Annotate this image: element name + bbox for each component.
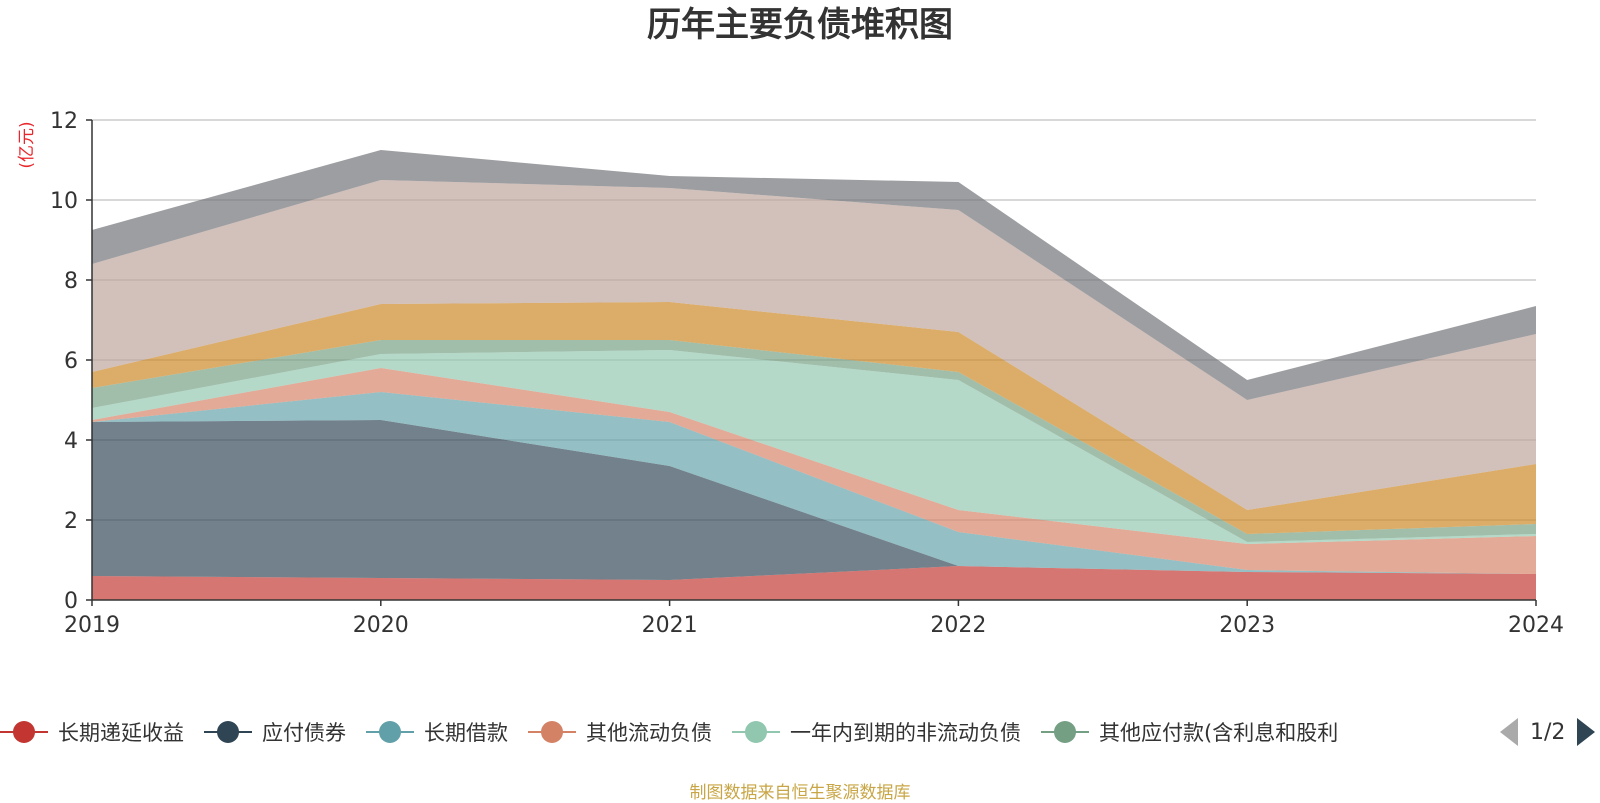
area-series-layer	[92, 150, 1536, 600]
previous-page-icon[interactable]	[1500, 718, 1518, 746]
legend-label: 长期借款	[424, 721, 508, 745]
y-axis-unit-label: (亿元)	[17, 121, 37, 168]
y-tick-label: 6	[64, 349, 78, 374]
y-tick-label: 8	[64, 269, 78, 294]
legend-item[interactable]: 长期借款	[366, 717, 508, 747]
x-tick-label: 2021	[642, 613, 698, 638]
legend-label: 其他应付款(含利息和股利	[1099, 721, 1339, 745]
legend-marker-icon	[528, 719, 576, 745]
legend-marker-icon	[0, 719, 48, 745]
legend-label: 其他流动负债	[586, 721, 712, 745]
legend-marker-icon	[732, 719, 780, 745]
x-tick-label: 2023	[1219, 613, 1275, 638]
legend-item[interactable]: 长期递延收益	[0, 717, 184, 747]
area-series-3	[92, 392, 1536, 574]
y-tick-label: 12	[50, 109, 78, 134]
area-series-8	[92, 180, 1536, 510]
area-series-1	[92, 566, 1536, 600]
legend-item[interactable]: 其他应付款(含利息和股利	[1041, 717, 1338, 747]
y-tick-label: 4	[64, 429, 78, 454]
x-tick-label: 2022	[930, 613, 986, 638]
x-tick-label: 2020	[353, 613, 409, 638]
area-series-4	[92, 368, 1536, 574]
data-source-note: 制图数据来自恒生聚源数据库	[689, 783, 911, 803]
legend-item[interactable]: 应付债券	[204, 717, 346, 747]
legend-page-indicator: 1/2	[1530, 719, 1566, 745]
x-tick-label: 2019	[64, 613, 120, 638]
legend-pager: 1/2	[1500, 714, 1596, 750]
legend-label: 长期递延收益	[58, 721, 184, 745]
legend-marker-icon	[366, 719, 414, 745]
area-series-2	[92, 420, 1536, 580]
legend-item[interactable]: 其他流动负债	[528, 717, 712, 747]
axes: 0 2 4 6 8 10 12 2019 2020 2021 2022 2023 2024	[50, 109, 1564, 638]
y-tick-label: 2	[64, 509, 78, 534]
area-series-7	[92, 302, 1536, 534]
legend-marker-icon	[1041, 719, 1089, 745]
chart-title: 历年主要负债堆积图	[647, 5, 953, 45]
next-page-icon[interactable]	[1577, 718, 1596, 746]
legend-item[interactable]: 一年内到期的非流动负债	[732, 717, 1021, 747]
area-series-5	[92, 350, 1536, 544]
y-tick-label: 0	[64, 589, 78, 614]
legend-marker-icon	[204, 719, 252, 745]
legend: 长期递延收益 应付债券 长期借款 其他流动负债 一年内到期的非流动负债 其他应付款(含利息…	[0, 714, 1600, 750]
area-series-9	[92, 150, 1536, 400]
y-tick-label: 10	[50, 189, 78, 214]
x-tick-label: 2024	[1508, 613, 1564, 638]
legend-label: 应付债券	[262, 721, 346, 745]
legend-label: 一年内到期的非流动负债	[790, 721, 1021, 745]
